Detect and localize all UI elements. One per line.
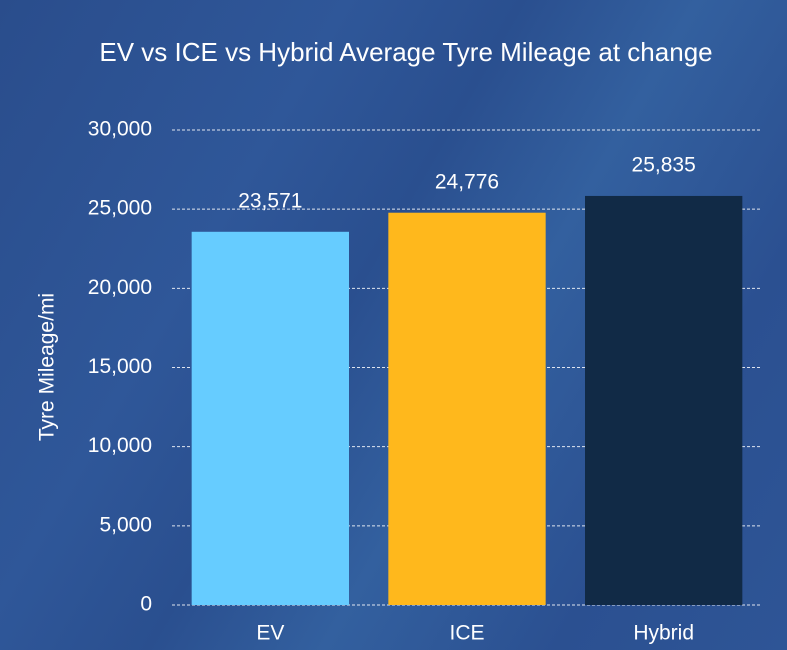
y-tick-label: 15,000: [88, 355, 152, 378]
y-tick-label: 20,000: [88, 276, 152, 299]
y-tick-label: 0: [140, 593, 152, 616]
x-tick-label: EV: [256, 622, 284, 645]
x-tick-label: Hybrid: [633, 622, 694, 645]
bar: [191, 231, 349, 606]
bar: [585, 195, 743, 605]
data-label: 24,776: [435, 170, 499, 193]
data-label: 25,835: [632, 153, 696, 176]
y-tick-label: 25,000: [88, 197, 152, 220]
y-axis-label: Tyre Mileage/mi: [36, 293, 59, 441]
x-tick-label: ICE: [449, 622, 484, 645]
y-tick-label: 30,000: [88, 118, 152, 141]
chart-title: EV vs ICE vs Hybrid Average Tyre Mileage…: [99, 37, 713, 67]
data-label: 23,571: [238, 189, 302, 212]
y-tick-label: 5,000: [99, 513, 152, 536]
bar: [388, 212, 546, 606]
y-tick-label: 10,000: [88, 434, 152, 457]
